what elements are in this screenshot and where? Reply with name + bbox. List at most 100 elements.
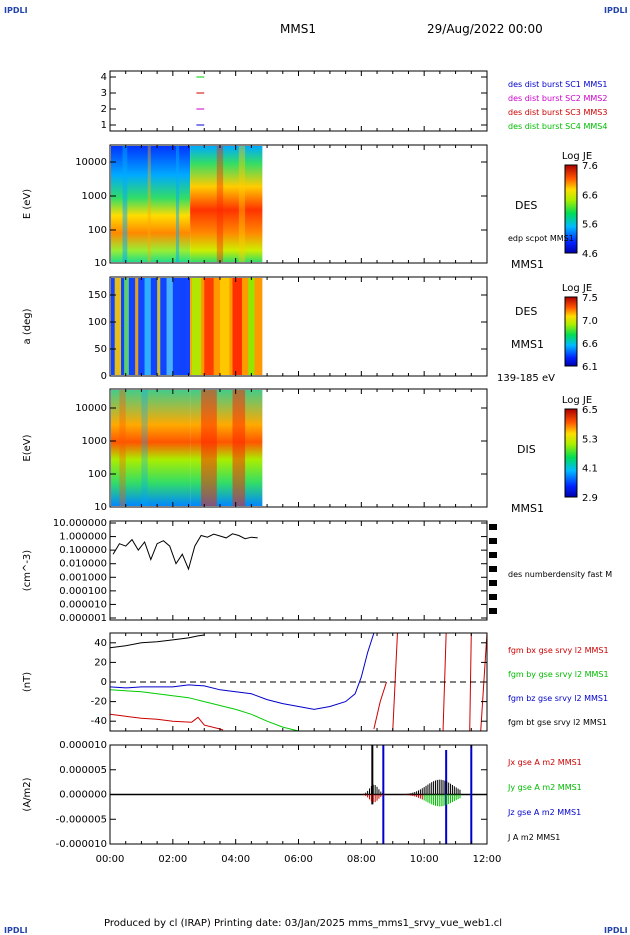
density-right-marker <box>489 580 497 586</box>
fgm-tick-label: 40 <box>94 638 107 649</box>
spacecraft-title: MMS1 <box>280 22 316 36</box>
availability-tick-label: 1 <box>101 120 107 131</box>
heatmap-stripe <box>166 278 173 375</box>
current-tick-label: -0.000005 <box>56 814 107 825</box>
corner-label-bottom-left: IPDLI <box>4 926 28 935</box>
colorbar-tick-label: 7.6 <box>582 161 598 172</box>
y-axis-label: (A/m2) <box>22 777 33 811</box>
panel-label: MMS1 <box>511 258 544 271</box>
heatmap-stripe <box>122 146 128 262</box>
colorbar-tick-label: 6.6 <box>582 339 598 350</box>
heatmap-stripe <box>147 146 151 262</box>
panel-label: 139-185 eV <box>497 373 555 384</box>
availability-tick-label: 3 <box>101 88 107 99</box>
density-panel <box>109 520 488 621</box>
y-axis-label: E (eV) <box>22 189 33 219</box>
density-tick-label: 1.000000 <box>59 532 107 543</box>
corner-label-bottom-right: IPDLI <box>604 926 628 935</box>
y-tick-label: 50 <box>94 344 107 355</box>
density-tick-label: 0.000100 <box>59 586 107 597</box>
heatmap-stripe <box>141 390 148 506</box>
colorbar-title: Log JE <box>562 151 592 162</box>
y-tick-label: 1000 <box>82 436 107 447</box>
heatmap-stripe <box>124 278 129 375</box>
heatmap-stripe <box>191 278 202 375</box>
heatmap-stripe <box>204 278 214 375</box>
current-tick-label: 0.000005 <box>59 765 107 776</box>
y-tick-label: 100 <box>88 317 107 328</box>
colorbar-tick-label: 4.6 <box>582 249 598 260</box>
heatmap-stripe <box>157 278 161 375</box>
colorbar-tick-label: 5.3 <box>582 434 598 445</box>
fgm-series-line <box>109 634 205 649</box>
colorbar-title: Log JE <box>562 395 592 406</box>
y-tick-label: 10 <box>94 502 107 513</box>
heatmap-region <box>190 146 263 262</box>
colorbar-tick-label: 6.6 <box>582 190 598 201</box>
availability-panel <box>109 70 488 132</box>
fgm-series-line <box>109 632 375 710</box>
legend-entry: Jy gse A m2 MMS1 <box>507 783 582 792</box>
density-tick-label: 10.000000 <box>53 518 107 529</box>
legend-entry: Jz gse A m2 MMS1 <box>507 808 581 817</box>
time-tick-label: 02:00 <box>158 854 187 865</box>
density-right-marker <box>489 524 497 530</box>
dis-energy-panel-colorbar <box>564 408 578 498</box>
footer-credits: Produced by cl (IRAP) Printing date: 03/… <box>104 918 503 929</box>
time-tick-label: 00:00 <box>96 854 125 865</box>
y-tick-label: 100 <box>88 225 107 236</box>
density-tick-label: 0.001000 <box>59 572 107 583</box>
legend-entry: des numberdensity fast M <box>508 570 612 579</box>
heatmap-region <box>190 390 263 506</box>
heatmap-stripe <box>179 278 186 375</box>
legend-entry: fgm by gse srvy l2 MMS1 <box>508 670 609 679</box>
time-tick-label: 06:00 <box>284 854 313 865</box>
density-right-marker <box>489 566 497 572</box>
y-axis-label: E(eV) <box>22 434 33 461</box>
colorbar-tick-label: 6.5 <box>582 405 598 416</box>
des-pitch-panel-colorbar <box>564 296 578 367</box>
fgm-tick-label: 0 <box>101 677 107 688</box>
fgm-series-line <box>109 713 224 731</box>
y-axis-label: a (deg) <box>22 308 33 344</box>
heatmap-stripe <box>216 146 224 262</box>
heatmap-stripe <box>232 390 246 506</box>
y-tick-label: 100 <box>88 469 107 480</box>
fgm-series-line <box>109 689 299 732</box>
legend-entry: Jx gse A m2 MMS1 <box>507 758 582 767</box>
fgm-tick-label: -40 <box>91 716 107 727</box>
corner-label-top-right: IPDLI <box>604 6 628 15</box>
density-tick-label: 0.000001 <box>59 613 107 624</box>
legend-entry: des dist burst SC4 MMS4 <box>508 122 607 131</box>
panel-label: DES <box>515 199 537 212</box>
density-right-marker <box>489 552 497 558</box>
des-energy-panel-colorbar <box>564 164 578 254</box>
heatmap-stripe <box>201 390 217 506</box>
current-tick-label: -0.000010 <box>56 839 107 850</box>
panel-label: MMS1 <box>511 338 544 351</box>
datetime-title: 29/Aug/2022 00:00 <box>427 22 543 36</box>
panel-label: edp scpot MMS1 <box>508 234 574 243</box>
legend-entry: fgm bt gse srvy l2 MMS1 <box>508 718 607 727</box>
heatmap-stripe <box>219 278 230 375</box>
y-tick-label: 0 <box>101 371 107 382</box>
current-tick-label: 0.000010 <box>59 740 107 751</box>
panel-label: DIS <box>517 443 536 456</box>
time-tick-label: 08:00 <box>347 854 376 865</box>
density-tick-label: 0.010000 <box>59 559 107 570</box>
colorbar-tick-label: 2.9 <box>582 493 598 504</box>
density-series-line <box>112 533 258 571</box>
heatmap-stripe <box>114 278 121 375</box>
availability-tick-label: 2 <box>101 104 107 115</box>
current-tick-label: 0.000000 <box>59 790 107 801</box>
legend-entry: des dist burst SC3 MMS3 <box>508 108 607 117</box>
heatmap-stripe <box>238 146 246 262</box>
panel-label: MMS1 <box>511 502 544 515</box>
heatmap-stripe <box>232 278 242 375</box>
y-axis-label: (cm^-3) <box>22 550 33 591</box>
y-tick-label: 10000 <box>75 157 107 168</box>
panel-label: DES <box>515 305 537 318</box>
time-tick-label: 10:00 <box>410 854 439 865</box>
colorbar-tick-label: 6.1 <box>582 362 598 373</box>
